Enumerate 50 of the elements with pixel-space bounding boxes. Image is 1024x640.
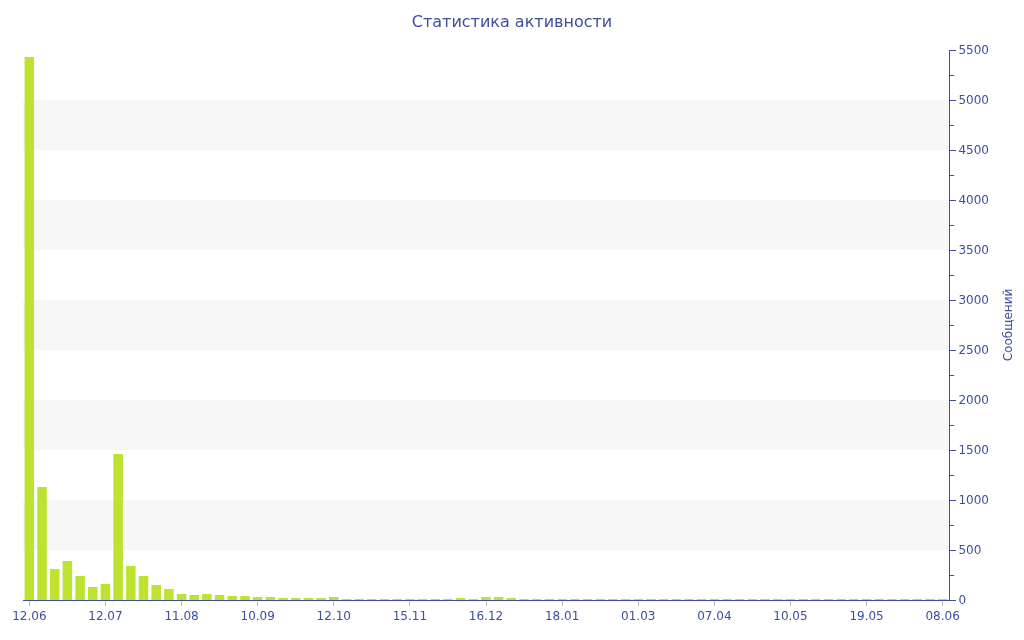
- x-tick-label: 19.05: [849, 609, 884, 624]
- bar: [493, 597, 504, 600]
- y-axis-title: Сообщений: [1000, 288, 1015, 362]
- bar: [24, 57, 35, 600]
- y-tick-label: 2000: [958, 393, 989, 408]
- bar: [100, 584, 111, 600]
- bar: [37, 487, 47, 600]
- bar: [240, 596, 250, 600]
- x-tick-label: 18.01: [544, 609, 580, 624]
- x-tick-label: 12.10: [316, 609, 351, 624]
- x-tick-label: 15.11: [392, 609, 428, 624]
- x-tick-label: 11.08: [164, 609, 199, 624]
- bar: [176, 594, 187, 600]
- y-tick-label: 1500: [958, 443, 989, 458]
- bar: [49, 569, 60, 600]
- bar: [75, 576, 85, 600]
- x-tick-label: 10.05: [773, 609, 808, 624]
- y-tick-label: 500: [958, 543, 982, 558]
- bar: [113, 454, 123, 600]
- y-tick-label: 4000: [958, 193, 989, 208]
- bar: [189, 595, 199, 600]
- x-tick-label: 10.09: [240, 609, 275, 624]
- x-tick-label: 07.04: [697, 609, 732, 624]
- x-tick-label: 12.07: [88, 609, 123, 624]
- bar: [214, 595, 225, 600]
- bar: [202, 594, 212, 600]
- y-tick-label: 3500: [958, 243, 989, 258]
- bar: [151, 585, 161, 600]
- bar: [329, 597, 339, 600]
- y-tick-label: 1000: [958, 493, 989, 508]
- bar: [126, 566, 136, 600]
- y-tick-label: 5000: [958, 93, 989, 108]
- bar: [138, 576, 149, 600]
- bar: [481, 597, 491, 600]
- y-tick-label: 3000: [958, 293, 989, 308]
- y-tick-label: 0: [958, 593, 967, 608]
- y-tick-label: 4500: [958, 143, 989, 158]
- bar: [88, 587, 98, 600]
- bar: [62, 561, 73, 600]
- bar: [164, 589, 174, 600]
- y-tick-label: 5500: [958, 43, 989, 58]
- x-tick-label: 01.03: [621, 609, 656, 624]
- x-tick-label: 08.06: [925, 609, 960, 624]
- x-tick-label: 12.06: [12, 609, 47, 624]
- y-tick-label: 2500: [958, 343, 989, 358]
- bar: [252, 597, 263, 600]
- chart-title: Статистика активности: [411, 12, 613, 32]
- bar: [227, 596, 238, 600]
- x-tick-label: 16.12: [468, 609, 504, 624]
- bar: [265, 597, 276, 600]
